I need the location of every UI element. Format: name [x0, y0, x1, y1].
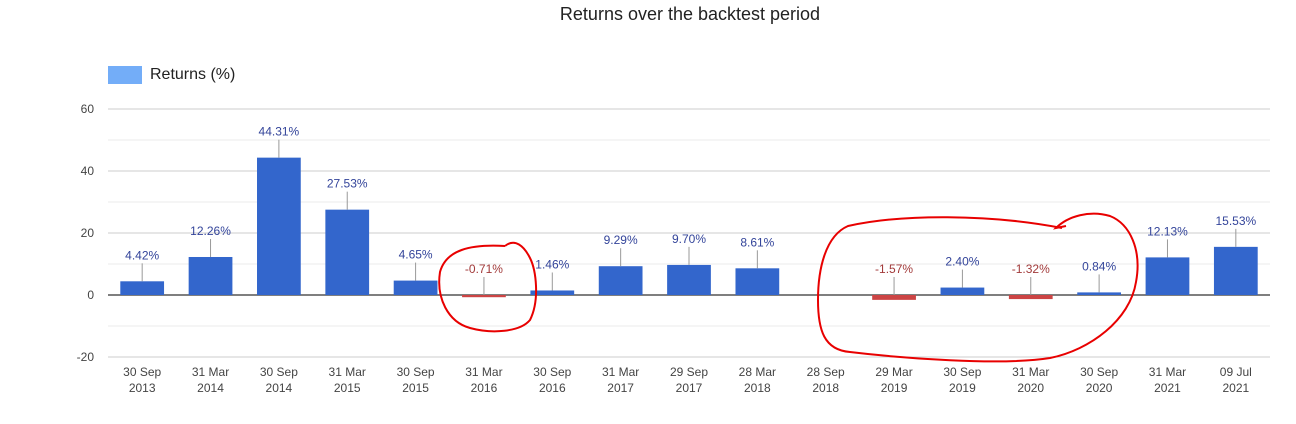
data-label: -0.71%	[465, 262, 503, 276]
data-label: 4.42%	[125, 248, 159, 262]
x-tick-label: 2016	[471, 381, 498, 395]
x-tick-label: 30 Sep	[397, 365, 435, 379]
data-label: 8.61%	[740, 235, 774, 249]
x-tick-label: 28 Sep	[807, 365, 845, 379]
data-label: 12.26%	[190, 224, 231, 238]
x-tick-label: 31 Mar	[465, 365, 502, 379]
bar	[257, 157, 301, 295]
y-tick-label: 20	[81, 226, 95, 240]
bar	[940, 287, 985, 295]
x-tick-label: 28 Mar	[739, 365, 776, 379]
bar	[735, 268, 780, 295]
x-tick-label: 2017	[607, 381, 634, 395]
x-tick-label: 2013	[129, 381, 156, 395]
x-tick-label: 2016	[539, 381, 566, 395]
data-label: 0.84%	[1082, 259, 1116, 273]
x-tick-label: 29 Sep	[670, 365, 708, 379]
y-tick-label: 0	[87, 288, 94, 302]
x-tick-label: 09 Jul	[1220, 365, 1252, 379]
x-tick-label: 2015	[402, 381, 429, 395]
bar	[188, 256, 233, 295]
bar	[1213, 246, 1258, 295]
x-tick-label: 30 Sep	[123, 365, 161, 379]
legend-swatch	[108, 66, 142, 84]
annotation-marks	[438, 212, 1139, 363]
bar	[462, 295, 506, 298]
data-label: 2.40%	[945, 255, 979, 269]
x-tick-label: 2020	[1086, 381, 1113, 395]
legend-label: Returns (%)	[150, 66, 236, 83]
bar	[325, 209, 370, 295]
x-tick-label: 2018	[812, 381, 839, 395]
data-label: 15.53%	[1215, 214, 1256, 228]
y-axis: 60 40 20 0 -20	[77, 102, 95, 364]
data-label: 9.70%	[672, 232, 706, 246]
bar	[598, 266, 643, 295]
data-label: 4.65%	[399, 248, 433, 262]
x-tick-label: 30 Sep	[260, 365, 298, 379]
y-tick-label: -20	[77, 350, 95, 364]
data-label: 44.31%	[259, 125, 300, 139]
x-tick-label: 2021	[1222, 381, 1249, 395]
bar	[667, 264, 711, 295]
x-tick-label: 2019	[949, 381, 976, 395]
x-tick-label: 2021	[1154, 381, 1181, 395]
x-tick-label: 2014	[197, 381, 224, 395]
data-label: 9.29%	[604, 233, 638, 247]
chart-legend: Returns (%)	[108, 66, 235, 84]
bars: 4.42% 12.26% 44.31% 27.53% 4.65% -0.71% 1.46% 9…	[120, 125, 1258, 300]
data-label: 27.53%	[327, 177, 368, 191]
x-tick-label: 2020	[1017, 381, 1044, 395]
x-tick-label: 31 Mar	[602, 365, 639, 379]
y-tick-label: 40	[81, 164, 95, 178]
x-tick-label: 31 Mar	[1149, 365, 1186, 379]
x-tick-label: 2019	[881, 381, 908, 395]
data-label: 1.46%	[535, 257, 569, 271]
x-tick-label: 30 Sep	[943, 365, 981, 379]
x-tick-label: 31 Mar	[192, 365, 229, 379]
x-tick-label: 29 Mar	[875, 365, 912, 379]
bar	[393, 280, 438, 295]
x-tick-label: 31 Mar	[1012, 365, 1049, 379]
data-label: 12.13%	[1147, 224, 1188, 238]
x-axis: 30 Sep 2013 31 Mar 2014 30 Sep 2014 31 Mar 2015…	[123, 365, 1252, 395]
x-tick-label: 2015	[334, 381, 361, 395]
bar	[120, 281, 165, 295]
bar	[1145, 257, 1190, 295]
bar	[1077, 292, 1121, 295]
annotation-circle-left	[438, 241, 538, 333]
x-tick-label: 2014	[266, 381, 293, 395]
bar	[872, 295, 916, 300]
y-tick-label: 60	[81, 102, 95, 116]
data-label: -1.57%	[875, 262, 913, 276]
annotation-loop-right	[816, 212, 1139, 363]
grid-lines	[108, 108, 1270, 358]
x-tick-label: 30 Sep	[1080, 365, 1118, 379]
bar	[530, 290, 575, 295]
bar	[1008, 295, 1053, 300]
x-tick-label: 31 Mar	[329, 365, 366, 379]
chart-title: Returns over the backtest period	[559, 4, 821, 24]
x-tick-label: 30 Sep	[533, 365, 571, 379]
x-tick-label: 2017	[676, 381, 703, 395]
data-label: -1.32%	[1012, 262, 1050, 276]
x-tick-label: 2018	[744, 381, 771, 395]
